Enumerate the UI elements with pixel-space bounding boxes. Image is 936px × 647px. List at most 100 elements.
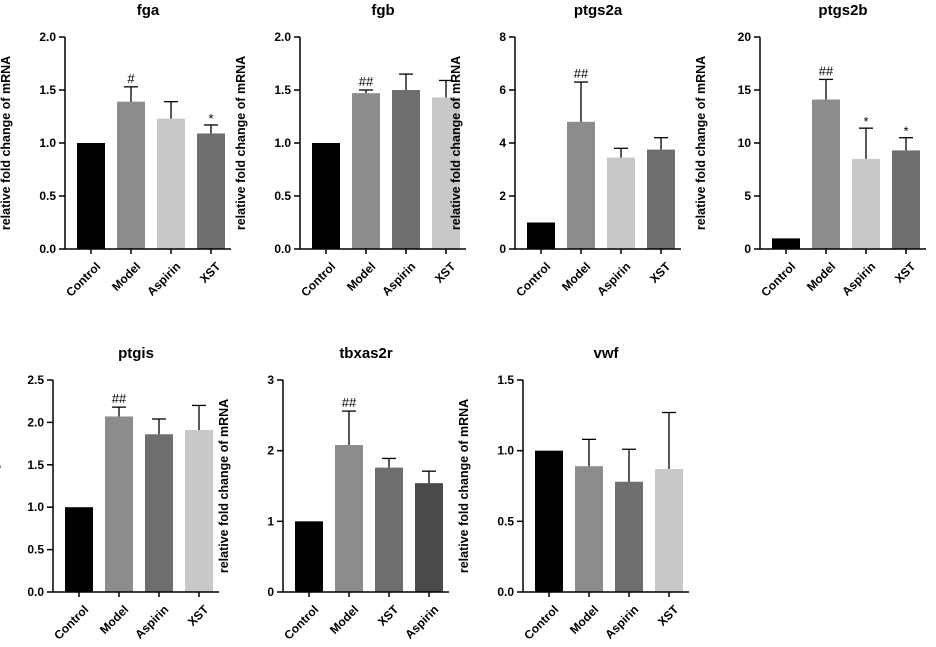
- chart-panel-vwf: vwf relative fold change of mRNA Control Mo…: [457, 345, 689, 643]
- category-label: XST: [197, 259, 224, 286]
- chart-panel-ptgs2b: ptgs2b relative fold change of mRNA Contro…: [694, 2, 926, 300]
- bar-xst: [375, 467, 403, 592]
- y-tick-label: 0.0: [27, 585, 44, 599]
- bar-aspirin: [415, 483, 443, 592]
- bar-model: [105, 416, 133, 592]
- y-axis-label: relative fold change of mRNA: [217, 399, 231, 573]
- significance-mark: *: [903, 124, 908, 139]
- y-tick-label: 0.0: [39, 242, 56, 256]
- bar-control: [535, 450, 563, 592]
- y-tick-label: 10: [738, 136, 752, 150]
- bar-aspirin: [852, 158, 880, 249]
- category-label: XST: [375, 602, 402, 629]
- y-tick-label: 0.5: [27, 543, 44, 557]
- bar-aspirin: [157, 118, 185, 250]
- category-label: Control: [281, 602, 321, 642]
- y-tick-label: 5: [744, 189, 751, 203]
- category-label: XST: [185, 602, 212, 629]
- chart-panel-fga: fga relative fold change of mRNA Control # M…: [0, 2, 231, 300]
- y-tick-label: 0.5: [274, 189, 291, 203]
- y-tick-label: 1.5: [39, 83, 56, 97]
- y-axis-label: relative fold change of mRNA: [457, 399, 471, 573]
- y-tick-label: 0: [267, 585, 274, 599]
- significance-mark: ##: [574, 66, 589, 81]
- significance-mark: *: [208, 111, 213, 126]
- y-tick-label: 0.0: [274, 242, 291, 256]
- significance-mark: ##: [819, 63, 834, 78]
- category-label: Aspirin: [379, 259, 418, 298]
- category-label: Control: [298, 259, 338, 299]
- bar-xst: [892, 150, 920, 249]
- y-tick-label: 4: [499, 136, 506, 150]
- y-tick-label: 3: [267, 373, 274, 387]
- bar-control: [527, 222, 555, 249]
- category-label: Aspirin: [602, 602, 641, 641]
- category-label: Control: [63, 259, 103, 299]
- y-tick-label: 0.5: [39, 189, 56, 203]
- bar-xst: [647, 149, 675, 249]
- category-label: XST: [647, 259, 674, 286]
- bar-control: [77, 143, 105, 249]
- y-tick-label: 0.0: [497, 585, 514, 599]
- y-tick-label: 1: [267, 514, 274, 528]
- bar-control: [772, 238, 800, 249]
- y-tick-label: 1.5: [497, 373, 514, 387]
- significance-mark: *: [863, 114, 868, 129]
- bar-control: [295, 521, 323, 592]
- y-tick-label: 2.0: [39, 30, 56, 44]
- category-label: Aspirin: [144, 259, 183, 298]
- category-label: Model: [559, 259, 593, 293]
- y-tick-label: 1.5: [274, 83, 291, 97]
- category-label: XST: [432, 259, 459, 286]
- chart-panel-tbxas2r: tbxas2r relative fold change of mRNA Contr…: [217, 345, 449, 643]
- bar-model: [335, 445, 363, 592]
- bar-aspirin: [607, 157, 635, 249]
- y-tick-label: 2.0: [274, 30, 291, 44]
- y-tick-label: 0.5: [497, 514, 514, 528]
- category-label: Model: [804, 259, 838, 293]
- bar-model: [117, 101, 145, 249]
- y-tick-label: 1.5: [27, 458, 44, 472]
- bar-aspirin: [615, 481, 643, 592]
- y-axis-label: relative fold change of mRNA: [234, 56, 248, 230]
- bar-control: [65, 507, 93, 592]
- y-axis-label: relative fold change of mRNA: [0, 56, 13, 230]
- category-label: Model: [567, 602, 601, 636]
- bar-aspirin: [392, 90, 420, 249]
- category-label: Model: [344, 259, 378, 293]
- y-tick-label: 0: [744, 242, 751, 256]
- chart-panel-ptgs2a: ptgs2a relative fold change of mRNA Contro…: [449, 2, 681, 300]
- chart-title: ptgis: [118, 345, 154, 362]
- bar-model: [352, 93, 380, 250]
- category-label: Aspirin: [594, 259, 633, 298]
- chart-title: tbxas2r: [339, 345, 393, 362]
- y-tick-label: 1.0: [39, 136, 56, 150]
- bar-model: [812, 99, 840, 249]
- category-label: XST: [655, 602, 682, 629]
- y-tick-label: 2.5: [27, 373, 44, 387]
- y-tick-label: 15: [738, 83, 752, 97]
- bar-control: [312, 143, 340, 249]
- y-tick-label: 2: [499, 189, 506, 203]
- y-tick-label: 1.0: [274, 136, 291, 150]
- y-axis-label: relative fold change of mRNA: [449, 56, 463, 230]
- category-label: Control: [513, 259, 553, 299]
- category-label: Control: [758, 259, 798, 299]
- y-tick-label: 20: [738, 30, 752, 44]
- chart-title: fgb: [371, 2, 394, 19]
- category-label: Aspirin: [839, 259, 878, 298]
- category-label: Model: [109, 259, 143, 293]
- bar-xst: [655, 469, 683, 592]
- chart-title: ptgs2b: [818, 2, 867, 19]
- bar-xst: [185, 430, 213, 592]
- y-tick-label: 6: [499, 83, 506, 97]
- y-tick-label: 8: [499, 30, 506, 44]
- y-tick-label: 1.0: [27, 500, 44, 514]
- significance-mark: ##: [342, 395, 357, 410]
- y-axis-label: relative fold change of mRNA: [694, 56, 708, 230]
- bar-model: [575, 466, 603, 592]
- chart-title: vwf: [593, 345, 619, 362]
- chart-title: ptgs2a: [574, 2, 623, 19]
- category-label: Aspirin: [402, 602, 441, 641]
